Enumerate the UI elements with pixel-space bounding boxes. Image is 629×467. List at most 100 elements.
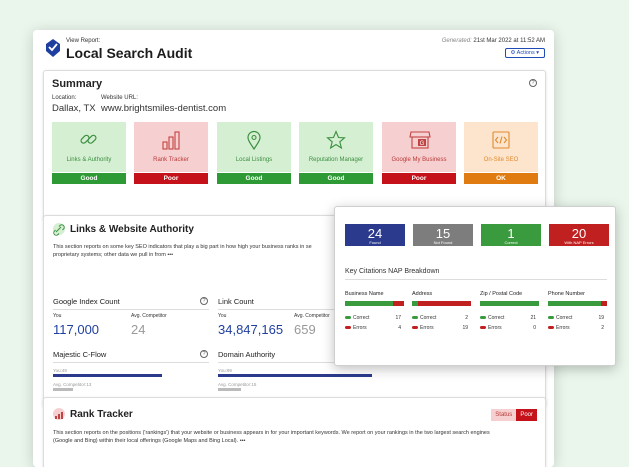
divider — [345, 279, 607, 280]
nap-errors-count: 19 — [462, 325, 468, 331]
nap-tile-not-found: 15 Not Found — [413, 224, 473, 246]
correct-dot — [480, 316, 486, 320]
rank-tracker-card: Rank Tracker Status Poor This section rep… — [43, 397, 546, 467]
nap-tile-label: Not Found — [433, 240, 453, 245]
tile-on-site-seo[interactable]: On-Site SEO OK — [464, 122, 538, 184]
divider — [218, 362, 338, 363]
tile-label: On-Site SEO — [483, 157, 519, 163]
correct-label: Correct — [556, 315, 573, 321]
generated-value: 21st Mar 2022 at 11:52 AM — [473, 38, 545, 44]
tile-label: Local Listings — [235, 157, 273, 163]
nap-col-address: Address — [412, 291, 433, 297]
summary-title: Summary — [52, 78, 103, 90]
nap-correct-count: 21 — [530, 315, 536, 321]
tile-local-listings[interactable]: Local Listings Good — [217, 122, 291, 184]
website-value: www.brightsmiles-dentist.com — [101, 103, 227, 114]
errors-dot — [412, 326, 418, 330]
nap-correct-row: Correct — [548, 315, 572, 321]
nap-bar-zip — [480, 301, 539, 306]
help-icon[interactable]: ? — [200, 297, 208, 305]
links-title: Links & Website Authority — [70, 224, 194, 235]
website-label: Website URL: — [101, 95, 138, 101]
location-value: Dallax, TX — [52, 103, 96, 114]
errors-label: Errors — [420, 325, 434, 331]
nap-tile-value: 1 — [507, 226, 515, 241]
majestic-comp-bar — [53, 388, 73, 391]
tile-label: Rank Tracker — [153, 157, 189, 163]
tile-label: Links & Authority — [66, 157, 112, 163]
correct-dot — [345, 316, 351, 320]
storefront-icon: G — [409, 131, 431, 149]
nap-col-zip: Zip / Postal Code — [480, 291, 523, 297]
errors-dot — [345, 326, 351, 330]
bar-chart-icon — [53, 408, 65, 420]
tile-links-authority[interactable]: Links & Authority Good — [52, 122, 126, 184]
majestic-comp-label: Avg. Competitor:13 — [53, 382, 92, 387]
nap-correct-count: 19 — [598, 315, 604, 321]
nap-errors-row: Errors — [345, 325, 367, 331]
tile-body — [134, 122, 208, 172]
tile-body — [217, 122, 291, 172]
nap-errors-row: Errors — [548, 325, 570, 331]
correct-dot — [412, 316, 418, 320]
domain-authority-title: Domain Authority — [218, 350, 276, 359]
tile-reputation-manager[interactable]: Reputation Manager Good — [299, 122, 373, 184]
link-count-comp-value: 659 — [294, 322, 316, 337]
chain-link-icon — [80, 134, 97, 144]
nap-tile-correct: 1 Correct — [481, 224, 541, 246]
help-icon[interactable]: ? — [200, 350, 208, 358]
status-value: Poor — [516, 409, 537, 421]
nap-errors-row: Errors — [412, 325, 434, 331]
generated-timestamp: Generated: 21st Mar 2022 at 11:52 AM — [442, 38, 545, 44]
page-title: Local Search Audit — [66, 45, 193, 61]
domain-authority-comp-bar — [218, 388, 241, 391]
links-desc-line2: proprietary systems; other data we pull … — [53, 252, 174, 258]
actions-button[interactable]: ⚙ Actions ▾ — [504, 48, 545, 58]
google-index-you-label: You — [53, 313, 62, 319]
tile-label: Google My Business — [391, 157, 447, 163]
nap-tile-value: 24 — [367, 226, 383, 241]
link-count-title: Link Count — [218, 297, 254, 306]
errors-dot — [480, 326, 486, 330]
nap-errors-count: 2 — [601, 325, 604, 331]
errors-label: Errors — [353, 325, 367, 331]
summary-card: Summary ? Location: Dallax, TX Website U… — [43, 70, 546, 220]
tile-rank-tracker[interactable]: Rank Tracker Poor — [134, 122, 208, 184]
nap-tile-value: 20 — [571, 226, 587, 241]
nap-tile-label: Found — [369, 240, 381, 245]
errors-label: Errors — [488, 325, 502, 331]
tile-body — [52, 122, 126, 172]
nap-correct-count: 17 — [395, 315, 401, 321]
tile-body — [382, 122, 456, 172]
google-index-you-value: 117,000 — [53, 322, 100, 337]
nap-correct-row: Correct — [480, 315, 504, 321]
divider — [53, 309, 209, 310]
link-count-comp-label: Avg. Competitor — [294, 313, 330, 319]
tile-status: OK — [464, 173, 538, 184]
nap-tile-with-errors: 20 With NAP Errors — [549, 224, 609, 246]
logo-icon — [46, 39, 60, 57]
nap-tile-found: 24 Found — [345, 224, 405, 246]
domain-authority-you-label: You:99 — [218, 368, 232, 373]
svg-text:G: G — [420, 141, 425, 147]
tile-status: Good — [217, 173, 291, 184]
star-icon — [326, 130, 346, 150]
nap-heading: Key Citations NAP Breakdown — [345, 268, 440, 275]
nap-bar-address — [412, 301, 471, 306]
tile-status: Poor — [382, 173, 456, 184]
rank-desc-line1: This section reports on the positions ('… — [53, 430, 490, 436]
nap-correct-row: Correct — [345, 315, 369, 321]
nap-errors-count: 0 — [533, 325, 536, 331]
tile-status: Good — [52, 173, 126, 184]
tile-status: Good — [299, 173, 373, 184]
link-count-you-label: You — [218, 313, 227, 319]
nap-errors-row: Errors — [480, 325, 502, 331]
correct-label: Correct — [488, 315, 505, 321]
majestic-you-label: You:49 — [53, 368, 67, 373]
code-file-icon — [492, 131, 510, 149]
google-index-title: Google Index Count — [53, 297, 120, 306]
nap-bar-phone — [548, 301, 607, 306]
tile-google-my-business[interactable]: G Google My Business Poor — [382, 122, 456, 184]
tile-body — [464, 122, 538, 172]
help-icon[interactable]: ? — [529, 79, 537, 87]
